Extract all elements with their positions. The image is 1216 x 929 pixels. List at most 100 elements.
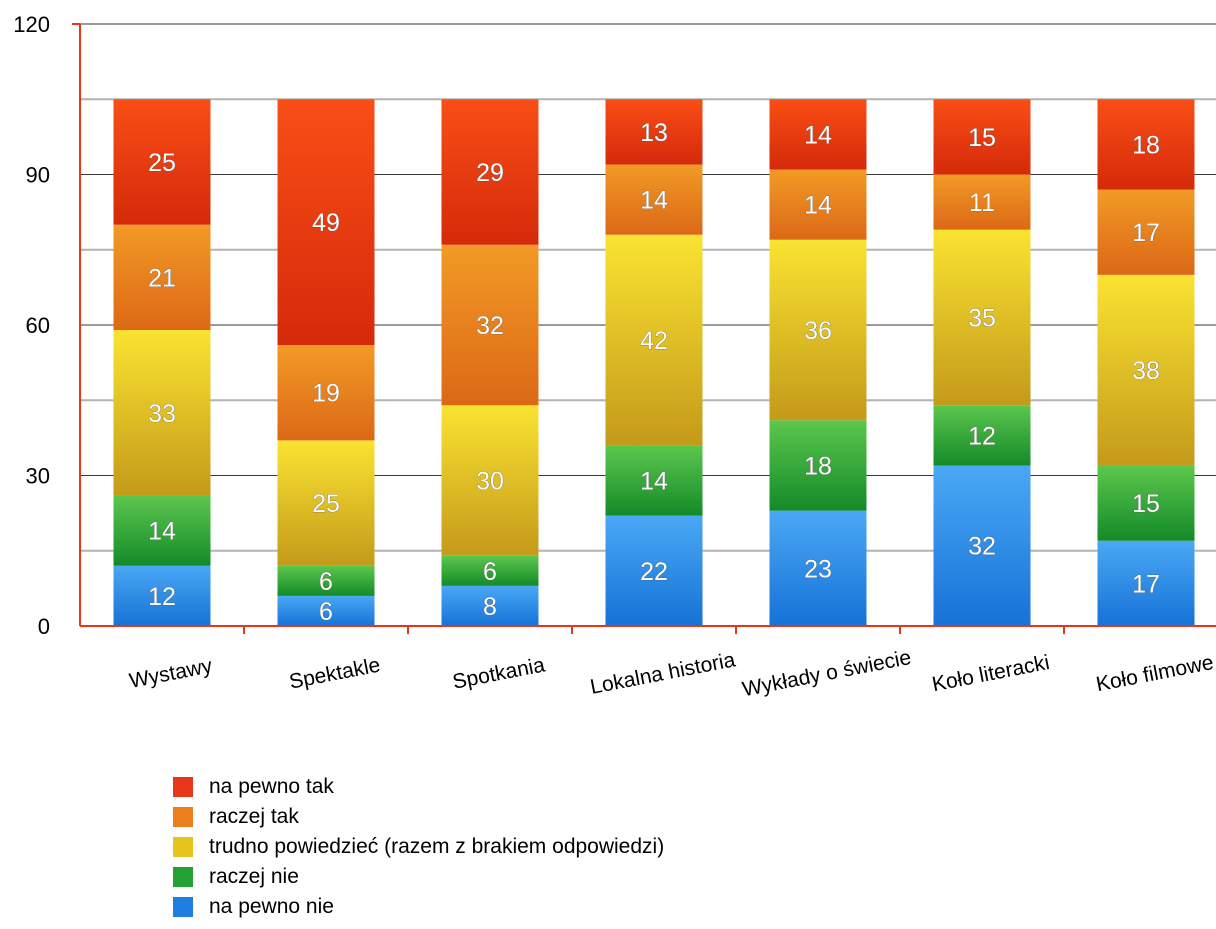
data-label: 15: [1132, 490, 1160, 518]
bar-segment-na-pewno-tak: [605, 99, 703, 165]
bar-segment-raczej-nie: [769, 420, 867, 511]
legend-item-raczej-nie: raczej nie: [173, 862, 664, 892]
bar-segment-trudno-powiedziec-razem-z-brakiem-odpowiedzi: [441, 405, 539, 556]
data-label: 32: [476, 312, 504, 340]
data-label: 18: [804, 452, 832, 480]
legend-label: trudno powiedzieć (razem z brakiem odpow…: [209, 835, 665, 858]
data-label: 18: [1132, 131, 1160, 159]
legend-item-raczej-tak: raczej tak: [173, 802, 664, 832]
data-label: 14: [640, 187, 668, 215]
data-label: 17: [1132, 219, 1160, 247]
bar-segment-trudno-powiedziec-razem-z-brakiem-odpowiedzi: [933, 229, 1031, 406]
bar-segment-trudno-powiedziec-razem-z-brakiem-odpowiedzi: [605, 234, 703, 446]
bar-segment-na-pewno-nie: [933, 465, 1031, 626]
bar-segment-na-pewno-tak: [113, 99, 211, 225]
data-label: 29: [476, 159, 504, 187]
data-label: 6: [483, 558, 497, 586]
data-label: 13: [640, 119, 668, 147]
bar-segment-raczej-nie: [605, 445, 703, 516]
data-label: 32: [968, 533, 996, 561]
bar-segment-raczej-tak: [605, 164, 703, 235]
bars: [113, 99, 1195, 626]
category-label-lokalna-historia: Lokalna historia: [588, 648, 737, 699]
data-label: 25: [148, 149, 176, 177]
legend-label: raczej tak: [209, 805, 299, 828]
bar-segment-raczej-tak: [277, 345, 375, 441]
data-label: 17: [1132, 570, 1160, 598]
bar-segment-raczej-tak: [933, 174, 1031, 230]
data-label: 14: [804, 121, 832, 149]
data-label: 30: [476, 468, 504, 496]
bar-segment-na-pewno-nie: [277, 595, 375, 626]
bar-segment-na-pewno-tak: [1097, 99, 1195, 190]
bar-segment-na-pewno-nie: [1097, 540, 1195, 626]
legend-swatch: [173, 837, 193, 857]
legend-label: na pewno tak: [209, 775, 334, 798]
legend: na pewno tak raczej tak trudno powiedzieć …: [173, 772, 664, 922]
data-label: 21: [148, 264, 176, 292]
bar-segment-na-pewno-tak: [277, 99, 375, 346]
bar-segment-trudno-powiedziec-razem-z-brakiem-odpowiedzi: [113, 330, 211, 496]
data-label: 11: [969, 189, 995, 217]
category-label-kolo-filmowe: Koło filmowe: [1094, 651, 1215, 696]
data-label: 42: [640, 327, 668, 355]
bar-segment-raczej-nie: [113, 495, 211, 566]
bar-segment-trudno-powiedziec-razem-z-brakiem-odpowiedzi: [769, 239, 867, 421]
bar-segment-raczej-tak: [441, 244, 539, 406]
data-label: 36: [804, 317, 832, 345]
bar-segment-na-pewno-tak: [769, 99, 867, 170]
data-label: 19: [312, 380, 340, 408]
data-label: 38: [1132, 357, 1160, 385]
y-tick-label: 90: [26, 163, 50, 188]
bar-segment-na-pewno-nie: [441, 585, 539, 626]
data-label: 15: [968, 124, 996, 152]
data-label: 23: [804, 555, 832, 583]
legend-label: raczej nie: [209, 865, 299, 888]
legend-item-na-pewno-nie: na pewno nie: [173, 892, 664, 922]
data-label: 14: [148, 518, 176, 546]
bar-segment-raczej-tak: [769, 169, 867, 240]
legend-swatch: [173, 777, 193, 797]
bar-segment-na-pewno-nie: [605, 515, 703, 626]
legend-item-trudno-powiedziec-razem-z-brakiem-odpowiedzi: trudno powiedzieć (razem z brakiem odpow…: [173, 832, 664, 862]
bar-segment-na-pewno-tak: [441, 99, 539, 245]
legend-item-na-pewno-tak: na pewno tak: [173, 772, 664, 802]
y-tick-label: 0: [38, 614, 50, 639]
data-label: 6: [319, 598, 333, 626]
axes: [72, 23, 1216, 634]
data-label: 25: [312, 490, 340, 518]
data-label: 35: [968, 304, 996, 332]
bar-segment-raczej-nie: [277, 565, 375, 596]
data-label: 14: [640, 468, 668, 496]
data-label: 33: [148, 400, 176, 428]
y-tick-label: 60: [26, 313, 50, 338]
bar-segment-trudno-powiedziec-razem-z-brakiem-odpowiedzi: [1097, 274, 1195, 466]
bar-segment-trudno-powiedziec-razem-z-brakiem-odpowiedzi: [277, 440, 375, 566]
bar-segment-na-pewno-tak: [933, 99, 1031, 175]
data-label: 12: [148, 583, 176, 611]
category-label-spotkania: Spotkania: [451, 653, 547, 693]
y-tick-label: 120: [13, 12, 50, 37]
bar-segment-raczej-tak: [1097, 189, 1195, 275]
data-label: 8: [483, 593, 497, 621]
category-label-wystawy: Wystawy: [127, 654, 214, 693]
category-label-kolo-literacki: Koło literacki: [930, 651, 1051, 696]
legend-swatch: [173, 897, 193, 917]
bar-segment-raczej-nie: [933, 405, 1031, 466]
bar-segment-raczej-nie: [1097, 465, 1195, 541]
data-label: 6: [319, 568, 333, 596]
data-label: 14: [804, 192, 832, 220]
bar-segment-na-pewno-nie: [113, 565, 211, 626]
category-label-spektakle: Spektakle: [287, 654, 382, 694]
data-label: 12: [968, 422, 996, 450]
legend-swatch: [173, 867, 193, 887]
legend-swatch: [173, 807, 193, 827]
bar-segment-raczej-tak: [113, 224, 211, 331]
data-label: 22: [640, 558, 668, 586]
y-tick-label: 30: [26, 464, 50, 489]
bar-segment-raczej-nie: [441, 555, 539, 586]
bar-segment-na-pewno-nie: [769, 510, 867, 626]
legend-label: na pewno nie: [209, 895, 334, 918]
category-label-wyklady-o-swiecie: Wykłady o świecie: [740, 646, 913, 701]
